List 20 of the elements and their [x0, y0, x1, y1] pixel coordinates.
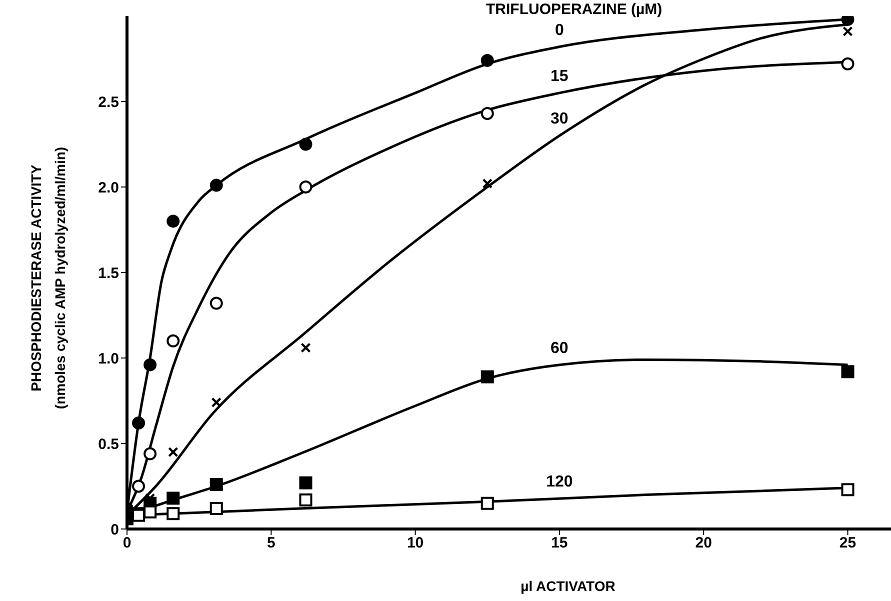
y-axis-title: PHOSPHODIESTERASE ACTIVITY (nmoles cyclic AMP hydrolyzed/ml/min)	[27, 146, 69, 410]
y-tick-label: 1.5	[98, 264, 119, 282]
x-tick-label: 15	[551, 534, 568, 552]
y-tick-label: 0	[110, 521, 119, 538]
y-tick-label: 0.5	[98, 436, 119, 453]
series-label: 60	[550, 340, 568, 357]
x-tick-label: 5	[266, 534, 276, 552]
series-label: 15	[550, 68, 568, 85]
series-label: 0	[554, 22, 564, 39]
x-tick-label: 20	[695, 534, 712, 552]
y-tick-label: 2.5	[98, 94, 119, 111]
series-label: 120	[546, 474, 573, 491]
series-label: 30	[550, 110, 568, 128]
y-tick-label: 1.0	[98, 350, 119, 368]
x-tick-label: 0	[122, 534, 132, 552]
x-tick-label: 25	[839, 534, 856, 552]
x-axis-title: µl ACTIVATOR	[520, 578, 616, 594]
x-tick-label: 10	[406, 534, 424, 552]
y-tick-label: 2.0	[98, 179, 119, 196]
legend-title: TRIFLUOPERAZINE (µM)	[486, 1, 662, 18]
